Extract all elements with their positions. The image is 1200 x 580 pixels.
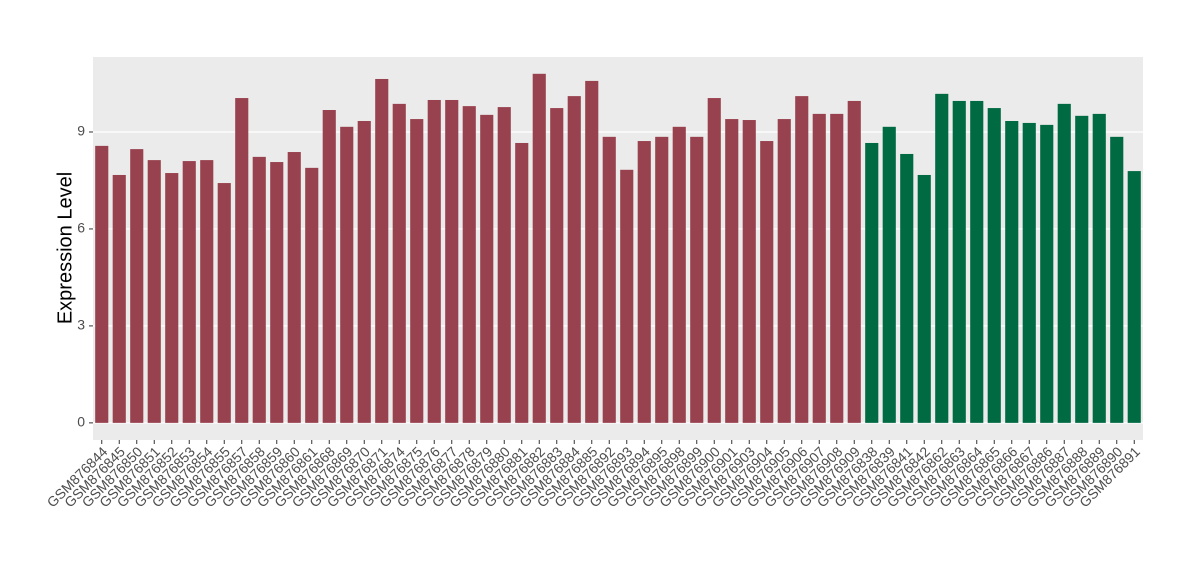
bar [200, 160, 214, 423]
bar [602, 136, 616, 423]
bar [480, 114, 494, 423]
bar [900, 153, 914, 423]
bar [935, 93, 949, 423]
bar [777, 119, 791, 423]
bar [497, 107, 511, 423]
bar [812, 113, 826, 423]
bar [340, 126, 354, 423]
bar [462, 106, 476, 423]
bar [515, 142, 529, 423]
bar [1110, 136, 1124, 423]
bar [217, 183, 231, 423]
bar [795, 96, 809, 423]
bar [305, 167, 319, 423]
bar [427, 99, 441, 423]
bar [987, 108, 1001, 423]
bar [882, 126, 896, 423]
bar [445, 99, 459, 423]
bar [567, 96, 581, 423]
bar [182, 161, 196, 423]
bar [1075, 115, 1089, 423]
bar [760, 141, 774, 423]
bar [147, 160, 161, 423]
bar [1127, 171, 1141, 423]
bar [287, 152, 301, 423]
bar [130, 149, 144, 423]
bar [1057, 103, 1071, 423]
bar [1005, 120, 1019, 423]
bar [970, 100, 984, 423]
bar [112, 174, 126, 423]
y-tick-label: 9 [77, 123, 85, 139]
bar [270, 162, 284, 423]
bar [585, 80, 599, 423]
bar [917, 174, 931, 423]
bar [672, 126, 686, 423]
bar [410, 119, 424, 423]
y-axis-label: Expression Level [54, 172, 76, 324]
bar [550, 108, 564, 423]
bar [952, 100, 966, 423]
bar [637, 141, 651, 423]
bar [532, 73, 546, 423]
bar [725, 119, 739, 423]
bar [322, 110, 336, 423]
bar [252, 156, 266, 423]
bar [655, 136, 669, 423]
bar [742, 120, 756, 423]
bar [690, 136, 704, 423]
bar [95, 145, 109, 423]
bar [1092, 113, 1106, 423]
bar [1040, 124, 1054, 423]
bar [847, 100, 861, 423]
bar [357, 120, 371, 423]
y-tick-label: 6 [77, 220, 85, 236]
y-tick-label: 3 [77, 317, 85, 333]
bar [165, 173, 179, 423]
bar [375, 78, 389, 423]
bar [830, 113, 844, 423]
bar [865, 142, 879, 423]
bar [707, 98, 721, 423]
bar [392, 103, 406, 423]
bar [1022, 122, 1036, 423]
bar [235, 98, 249, 423]
bar [620, 169, 634, 423]
plot-panel [93, 57, 1143, 440]
y-tick-label: 0 [77, 414, 85, 430]
